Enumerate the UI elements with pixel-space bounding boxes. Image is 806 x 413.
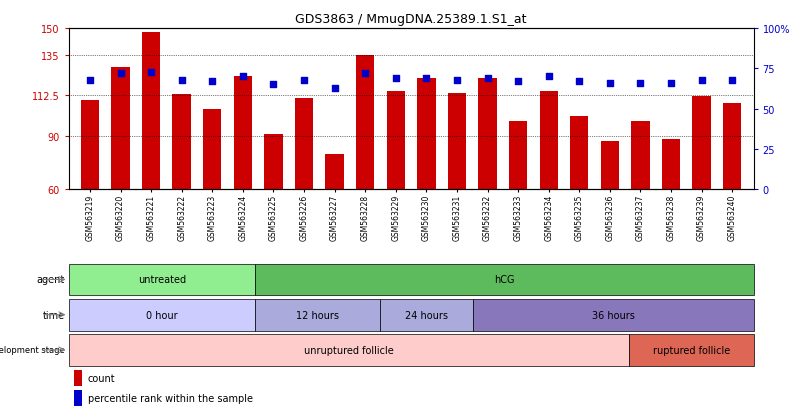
Point [389,76,402,82]
Bar [69,299,256,331]
Bar [74,390,82,406]
Text: development stage: development stage [0,346,65,354]
Bar [448,93,466,190]
Point [665,81,678,87]
Point [512,79,525,85]
Point [604,81,617,87]
Bar [662,140,680,190]
Text: unruptured follicle: unruptured follicle [304,345,393,355]
Text: 36 hours: 36 hours [592,310,635,320]
Point [695,77,708,84]
Bar [600,142,619,190]
Text: ruptured follicle: ruptured follicle [653,345,730,355]
Bar [478,79,496,190]
Bar [264,135,283,190]
Point [236,74,249,81]
Point [542,74,555,81]
Text: untreated: untreated [138,275,186,285]
Point [573,79,586,85]
Text: 24 hours: 24 hours [405,310,448,320]
Bar [256,299,380,331]
Point [206,79,218,85]
Title: GDS3863 / MmugDNA.25389.1.S1_at: GDS3863 / MmugDNA.25389.1.S1_at [295,13,527,26]
Bar [142,33,160,190]
Bar [203,109,222,190]
Bar [570,116,588,190]
Bar [69,264,256,296]
Point [267,82,280,88]
Bar [74,370,82,386]
Point [175,77,188,84]
Bar [295,99,314,190]
Text: percentile rank within the sample: percentile rank within the sample [88,393,253,403]
Text: time: time [43,310,65,320]
Point [481,76,494,82]
Text: 0 hour: 0 hour [146,310,178,320]
Point [144,69,157,76]
Bar [387,92,405,190]
Bar [509,122,527,190]
Point [725,77,738,84]
Point [634,81,647,87]
Point [451,77,463,84]
Bar [172,95,191,190]
Text: agent: agent [37,275,65,285]
Bar [111,68,130,190]
Bar [631,122,650,190]
Point [328,85,341,92]
Point [84,77,97,84]
Text: hCG: hCG [494,275,515,285]
Text: count: count [88,373,115,383]
Bar [356,56,374,190]
Bar [380,299,473,331]
Bar [418,79,435,190]
Point [420,76,433,82]
Bar [539,92,558,190]
Point [359,71,372,77]
Bar [723,104,742,190]
Point [297,77,310,84]
Bar [629,334,754,366]
Bar [692,97,711,190]
Bar [326,154,344,190]
Bar [473,299,754,331]
Text: 12 hours: 12 hours [296,310,339,320]
Bar [81,100,99,190]
Bar [69,334,629,366]
Bar [234,77,252,190]
Point [114,71,127,77]
Bar [256,264,754,296]
